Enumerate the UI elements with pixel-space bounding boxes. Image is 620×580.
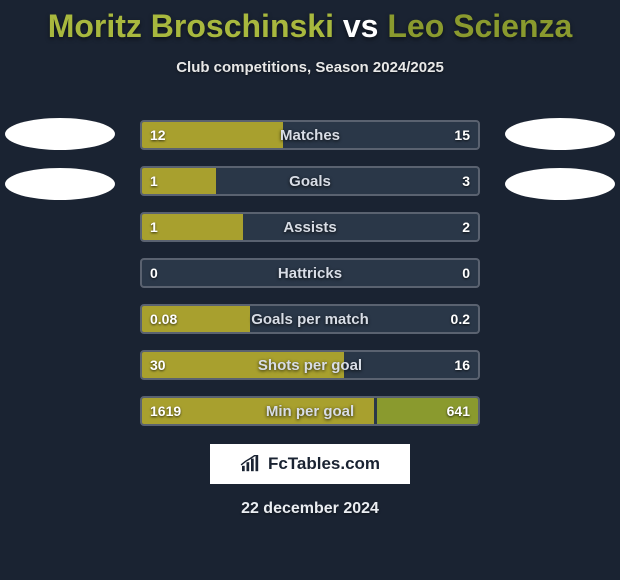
value-right: 641 [439,398,478,424]
player2-club-placeholder [505,168,615,200]
player2-avatar-col [500,118,620,218]
stat-row: 3016Shots per goal [140,350,480,380]
player1-avatar-placeholder [5,118,115,150]
value-right: 16 [446,352,478,378]
value-left: 0.08 [142,306,185,332]
player2-name: Leo Scienza [387,8,572,44]
player2-avatar-placeholder [505,118,615,150]
value-right: 0.2 [443,306,478,332]
brand-badge: FcTables.com [210,444,410,484]
stat-row: 13Goals [140,166,480,196]
value-left: 1 [142,168,166,194]
value-right: 2 [454,214,478,240]
value-right: 0 [454,260,478,286]
subtitle: Club competitions, Season 2024/2025 [0,59,620,76]
stat-row: 1619641Min per goal [140,396,480,426]
vs-text: vs [343,8,379,44]
value-left: 1 [142,214,166,240]
value-left: 30 [142,352,174,378]
value-right: 15 [446,122,478,148]
value-left: 1619 [142,398,189,424]
stat-row: 12Assists [140,212,480,242]
comparison-title: Moritz Broschinski vs Leo Scienza [0,0,620,45]
comparison-chart: 1215Matches13Goals12Assists00Hattricks0.… [140,120,480,442]
player1-name: Moritz Broschinski [48,8,334,44]
player1-avatar-col [0,118,120,218]
date-text: 22 december 2024 [0,500,620,518]
metric-label: Hattricks [142,260,478,286]
brand-text: FcTables.com [268,454,380,474]
value-left: 0 [142,260,166,286]
value-right: 3 [454,168,478,194]
stat-row: 0 0Hattricks [140,258,480,288]
bar-chart-icon [240,455,262,473]
stat-row: 0.080.2Goals per match [140,304,480,334]
player1-club-placeholder [5,168,115,200]
value-left: 12 [142,122,174,148]
stat-row: 1215Matches [140,120,480,150]
